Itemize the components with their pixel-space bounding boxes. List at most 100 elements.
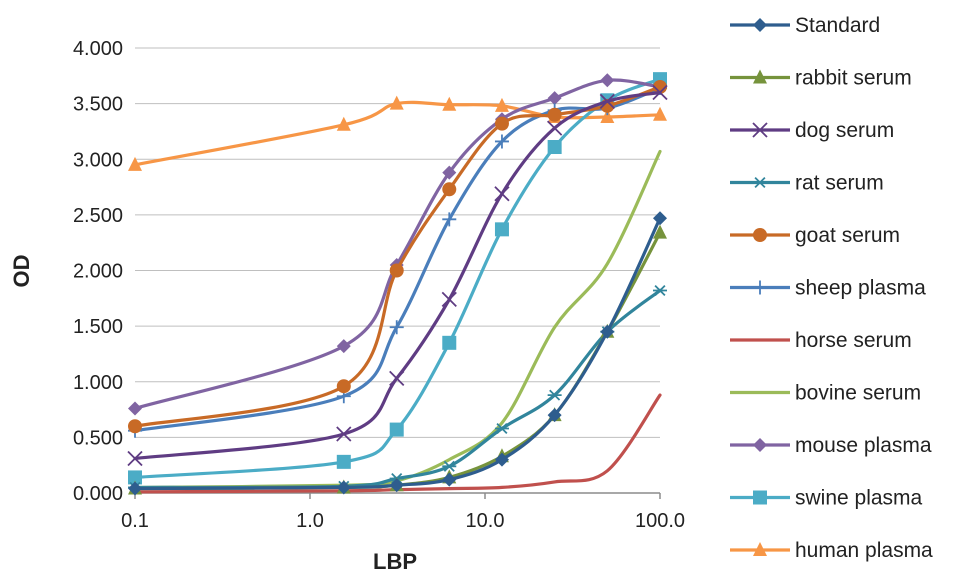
data-point <box>389 422 404 437</box>
legend-swatch-marker <box>753 280 767 295</box>
data-point <box>336 116 351 131</box>
data-point <box>336 480 351 495</box>
legend-swatch-marker <box>753 228 767 242</box>
data-point <box>336 339 351 354</box>
data-point <box>128 481 142 496</box>
data-point <box>494 116 509 131</box>
data-point <box>599 93 615 110</box>
data-point <box>127 450 143 467</box>
data-point <box>336 379 351 394</box>
data-point <box>494 452 509 467</box>
x-tick-label: 100.0 <box>635 510 685 532</box>
y-tick-label: 3.500 <box>73 94 123 116</box>
data-point <box>442 335 457 350</box>
data-point <box>389 95 404 110</box>
y-tick-label: 2.000 <box>73 261 123 283</box>
data-point <box>336 454 351 469</box>
data-point <box>547 120 563 136</box>
data-point <box>389 370 405 387</box>
data-point <box>442 96 457 111</box>
legend: Standard rabbit serum dog serum rat serum go… <box>730 14 933 562</box>
y-tick-label: 0.500 <box>73 427 123 449</box>
y-tick-label: 0.000 <box>73 483 123 505</box>
series-line <box>133 90 662 461</box>
series-line <box>133 77 662 480</box>
legend-item: bovine serum <box>730 382 921 405</box>
series-line <box>133 393 662 494</box>
y-tick-labels: 0.000 0.500 1.000 1.500 2.000 2.500 3.000 3.500… <box>73 38 123 505</box>
legend-item: human plasma <box>730 539 933 562</box>
y-tick-label: 4.000 <box>73 38 123 60</box>
legend-swatch-marker <box>753 69 767 84</box>
data-point <box>652 84 668 101</box>
data-point <box>389 478 404 493</box>
legend-swatch-marker <box>752 122 768 138</box>
data-point <box>128 156 142 171</box>
data-point <box>494 222 509 237</box>
data-point <box>494 134 509 149</box>
x-axis-title: LBP <box>373 549 417 574</box>
data-point <box>547 140 562 155</box>
data-point <box>547 91 562 106</box>
data-point <box>547 389 562 401</box>
data-point <box>441 291 457 308</box>
series-mouse-plasma <box>128 73 667 416</box>
data-point <box>600 324 615 339</box>
data-point <box>128 419 142 434</box>
data-point <box>600 108 615 123</box>
legend-label: human plasma <box>795 539 933 562</box>
legend-label: horse serum <box>795 329 912 352</box>
series-standard <box>128 211 667 496</box>
y-axis-title: OD <box>9 255 34 288</box>
data-point <box>128 470 142 485</box>
legend-label: sheep plasma <box>795 277 926 300</box>
data-point <box>336 426 352 442</box>
legend-label: Standard <box>795 14 880 37</box>
series-horse-serum <box>133 393 662 494</box>
legend-swatch-marker <box>753 18 767 32</box>
legend-item: goat serum <box>730 224 900 247</box>
legend-item: swine plasma <box>730 487 923 510</box>
data-point <box>389 320 404 335</box>
data-point <box>653 79 667 94</box>
data-point <box>653 106 667 121</box>
data-point <box>128 401 142 416</box>
x-tick-label: 0.1 <box>121 510 149 532</box>
series-group <box>127 72 668 496</box>
x-tick-label: 10.0 <box>466 510 505 532</box>
legend-item: dog serum <box>730 119 894 142</box>
y-tick-label: 2.500 <box>73 205 123 227</box>
series-dog-serum <box>127 84 668 467</box>
legend-item: Standard <box>730 14 880 37</box>
y-tick-label: 1.500 <box>73 316 123 338</box>
data-point <box>442 460 457 472</box>
legend-swatch-marker <box>753 490 767 505</box>
series-line <box>133 78 662 411</box>
legend-label: dog serum <box>795 119 894 142</box>
data-point <box>547 107 562 122</box>
legend-item: sheep plasma <box>730 277 926 300</box>
y-tick-label: 3.000 <box>73 149 123 171</box>
data-point <box>494 97 509 112</box>
legend-label: bovine serum <box>795 382 921 405</box>
legend-item: mouse plasma <box>730 434 932 457</box>
data-point <box>494 422 509 435</box>
legend-item: rat serum <box>730 172 884 195</box>
data-point <box>442 212 457 227</box>
x-tick-labels: 0.1 1.0 10.0 100.0 <box>121 493 685 532</box>
data-point <box>494 186 510 202</box>
legend-swatch-marker <box>753 542 767 556</box>
data-point <box>442 182 457 197</box>
data-point <box>389 263 404 278</box>
x-tick-label: 1.0 <box>296 510 324 532</box>
legend-swatch-marker <box>753 176 767 189</box>
data-point <box>442 472 457 487</box>
data-point <box>547 408 562 423</box>
series-human-plasma <box>128 95 667 171</box>
data-point <box>653 211 667 226</box>
data-point <box>653 224 667 239</box>
data-point <box>442 165 457 180</box>
legend-label: swine plasma <box>795 487 923 510</box>
data-point <box>653 284 667 297</box>
